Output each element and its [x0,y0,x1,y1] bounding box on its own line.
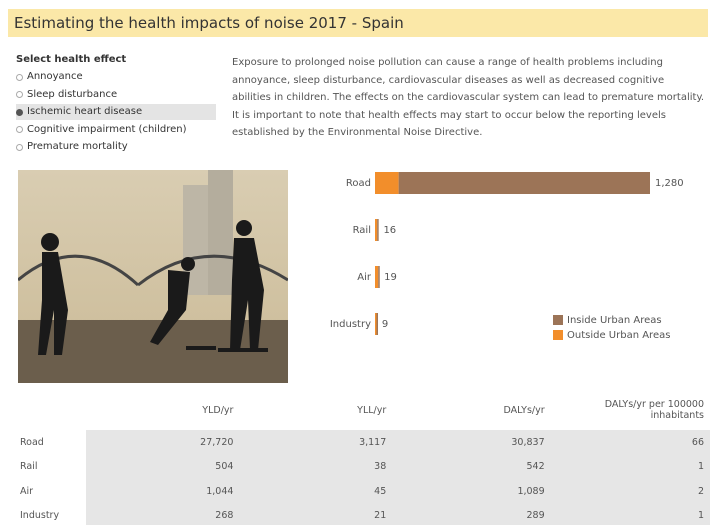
table-cell: 66 [550,430,710,455]
bar-segment [375,219,378,241]
table-cell: 2 [550,479,710,504]
bar-segment [375,266,379,288]
legend-swatch [553,330,563,340]
table-cell: Air [14,479,87,504]
bar-segment [375,172,399,194]
radio-option[interactable]: Premature mortality [16,139,216,155]
table-header: YLD/yr YLL/yr DALYs/yr DALYs/yr per 100000 … [14,390,710,430]
bar-segment [378,266,380,288]
table-row: Rail 504 38 542 1 [14,454,710,479]
radio-option[interactable]: Cognitive impairment (children) [16,122,216,138]
table-cell: 1,044 [86,479,240,504]
table-cell: 289 [392,503,551,525]
radio-label: Sleep disturbance [27,88,118,100]
table-cell: 3,117 [239,430,393,455]
table-row: Industry 268 21 289 1 [14,503,710,525]
table-cell: 45 [239,479,393,504]
category-label: Road [346,178,371,189]
table-cell: Road [14,430,87,455]
photo [18,170,288,383]
category-label: Rail [353,225,371,236]
table-cell: 504 [86,454,240,479]
column-header: YLD/yr [202,404,234,416]
table-cell: 38 [239,454,393,479]
radio-dot [16,126,23,133]
table: YLD/yr YLL/yr DALYs/yr DALYs/yr per 100000 … [14,390,710,525]
total-label: 9 [382,319,388,330]
description: Exposure to prolonged noise pollution ca… [232,57,705,138]
column-header: DALYs/yr [503,404,545,416]
bar-segment [377,219,379,241]
radio-option[interactable]: Sleep disturbance [16,87,216,103]
radio-option[interactable]: Annoyance [16,69,216,85]
table-row: Air 1,044 45 1,089 2 [14,479,710,504]
radio-option[interactable]: Ischemic heart disease [16,104,216,120]
radio-label: Cognitive impairment (children) [27,123,187,135]
radio-label: Annoyance [27,71,83,82]
column-header: YLL/yr [357,404,387,416]
total-label: 1,280 [655,178,684,189]
radio-dot [16,73,23,81]
table-cell: Industry [14,503,87,525]
table-cell: 1,089 [392,479,551,504]
radio-label: Premature mortality [27,141,128,152]
table-cell: 30,837 [392,430,551,455]
legend-swatch [553,315,563,325]
radio-dot [16,143,23,151]
category-label: Industry [330,319,371,330]
column-header [14,390,86,430]
category-label: Air [357,272,372,283]
legend-label: Outside Urban Areas [567,330,670,341]
bar-segment [375,313,377,335]
bar-segment [398,172,650,194]
title: Estimating the health impacts of noise 2… [8,9,708,37]
table-cell: 268 [86,503,240,525]
table-cell: 1 [550,503,710,525]
radio-label: Ischemic heart disease [27,106,143,117]
table-cell: 21 [239,503,393,525]
table-row: Road 27,720 3,117 30,837 66 [14,430,710,455]
table-cell: 27,720 [86,430,240,455]
table-cell: Rail [14,454,87,479]
filter-label: Select health effect [16,54,127,65]
total-label: 19 [384,272,397,283]
legend-label: Inside Urban Areas [567,315,662,326]
bar-segment [376,313,379,335]
total-label: 16 [383,225,396,236]
table-cell: 542 [392,454,551,479]
radio-dot [16,91,23,98]
column-header: DALYs/yr per 100000 inhabitants [604,399,704,421]
radio-dot [16,108,23,116]
chart: Road 1,280 Rail 16 Air 19 Industry 9 Inside Urba… [330,172,684,341]
table-cell: 1 [550,454,710,479]
